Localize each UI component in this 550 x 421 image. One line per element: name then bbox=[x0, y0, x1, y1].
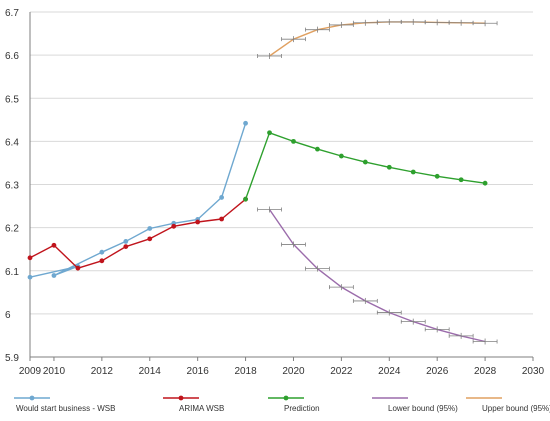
data-point bbox=[51, 242, 57, 248]
x-tick-label: 2018 bbox=[234, 366, 257, 377]
error-bar bbox=[305, 265, 330, 272]
x-tick-label: 2026 bbox=[426, 366, 449, 377]
axes bbox=[29, 12, 534, 361]
series-line bbox=[29, 123, 247, 278]
data-point bbox=[458, 177, 464, 183]
y-tick-label: 6 bbox=[5, 310, 11, 321]
y-tick-label: 6.5 bbox=[5, 94, 19, 105]
error-bar bbox=[472, 338, 498, 345]
y-tick-label: 6.3 bbox=[5, 181, 19, 192]
y-tick-label: 6.2 bbox=[5, 224, 19, 235]
data-point bbox=[123, 244, 129, 250]
data-point bbox=[338, 153, 344, 159]
x-tick-label: 2012 bbox=[91, 366, 114, 377]
data-point bbox=[482, 180, 488, 186]
legend-item-would-start-business-wsb: Would start business - WSB bbox=[14, 395, 115, 413]
legend-swatch-marker bbox=[29, 395, 35, 401]
data-point bbox=[434, 173, 440, 179]
error-bar bbox=[448, 332, 474, 339]
legend-label: Upper bound (95%) bbox=[482, 404, 550, 413]
error-bar bbox=[376, 309, 402, 316]
y-tick-label: 6.6 bbox=[5, 51, 19, 62]
x-tick-label: 2024 bbox=[378, 366, 401, 377]
series-line bbox=[29, 198, 247, 269]
data-point bbox=[99, 258, 105, 264]
legend-item-arima-wsb: ARIMA WSB bbox=[163, 395, 224, 413]
error-bar bbox=[329, 21, 354, 28]
error-bar bbox=[424, 326, 450, 333]
data-point bbox=[219, 216, 225, 222]
data-point bbox=[386, 164, 392, 170]
data-point bbox=[195, 219, 201, 225]
x-tick-label: 2014 bbox=[139, 366, 162, 377]
series-prediction bbox=[243, 130, 488, 202]
x-tick-label: 2030 bbox=[522, 366, 545, 377]
series-line bbox=[268, 209, 486, 343]
legend-item-prediction: Prediction bbox=[268, 395, 320, 413]
legend-item-lower-bound-95: Lower bound (95%) bbox=[372, 397, 458, 413]
error-bar bbox=[305, 26, 330, 33]
legend-label: Lower bound (95%) bbox=[388, 404, 458, 413]
x-tick-label: 2010 bbox=[43, 366, 66, 377]
legend-item-upper-bound-95: Upper bound (95%) bbox=[466, 397, 550, 413]
x-tick-label: 2022 bbox=[330, 366, 353, 377]
data-point bbox=[243, 196, 248, 202]
data-point bbox=[243, 120, 248, 126]
error-bar bbox=[257, 206, 282, 213]
y-tick-labels: 5.9 6 6.1 6.2 6.3 6.4 6.5 6.6 6.7 bbox=[5, 8, 19, 364]
x-tick-label: 2020 bbox=[282, 366, 305, 377]
legend-label: Prediction bbox=[284, 404, 320, 413]
data-point bbox=[171, 223, 177, 229]
error-bar bbox=[257, 52, 282, 59]
series-group bbox=[27, 18, 498, 345]
x-tick-label: 2009 bbox=[19, 366, 42, 377]
y-tick-label: 6.1 bbox=[5, 267, 19, 278]
data-point bbox=[410, 169, 416, 175]
data-point bbox=[362, 159, 368, 165]
x-tick-label: 2028 bbox=[474, 366, 497, 377]
data-point bbox=[147, 226, 153, 231]
legend-swatch-marker bbox=[283, 395, 289, 401]
error-bar bbox=[472, 20, 498, 27]
error-bar bbox=[329, 284, 354, 291]
y-tick-label: 5.9 bbox=[5, 353, 19, 364]
x-tick-labels: 2009 2010 2012 2014 2016 2018 2020 2022 2024 2026… bbox=[19, 366, 545, 377]
series-upper-bound-95 bbox=[257, 18, 498, 59]
data-point bbox=[123, 239, 129, 244]
error-bar bbox=[352, 297, 378, 304]
data-point bbox=[27, 274, 33, 280]
legend-swatch-marker bbox=[178, 395, 184, 401]
data-point bbox=[27, 255, 33, 261]
data-point bbox=[51, 273, 57, 278]
data-point bbox=[315, 146, 320, 152]
y-tick-label: 6.7 bbox=[5, 8, 19, 19]
data-point bbox=[147, 236, 153, 242]
data-point bbox=[75, 265, 81, 271]
legend-label: ARIMA WSB bbox=[179, 404, 224, 413]
legend: Would start business - WSB ARIMA WSB Predi… bbox=[14, 395, 550, 413]
data-point bbox=[291, 138, 296, 144]
data-point bbox=[99, 249, 105, 255]
series-would-start-business-wsb bbox=[27, 120, 248, 280]
data-point bbox=[267, 130, 272, 136]
error-bar bbox=[400, 318, 426, 325]
y-tick-label: 6.4 bbox=[5, 137, 19, 148]
error-bar bbox=[281, 36, 306, 43]
error-bar bbox=[281, 241, 306, 248]
series-lower-bound-95 bbox=[257, 206, 498, 345]
x-tick-label: 2016 bbox=[187, 366, 210, 377]
data-point bbox=[219, 195, 225, 200]
legend-label: Would start business - WSB bbox=[16, 404, 115, 413]
